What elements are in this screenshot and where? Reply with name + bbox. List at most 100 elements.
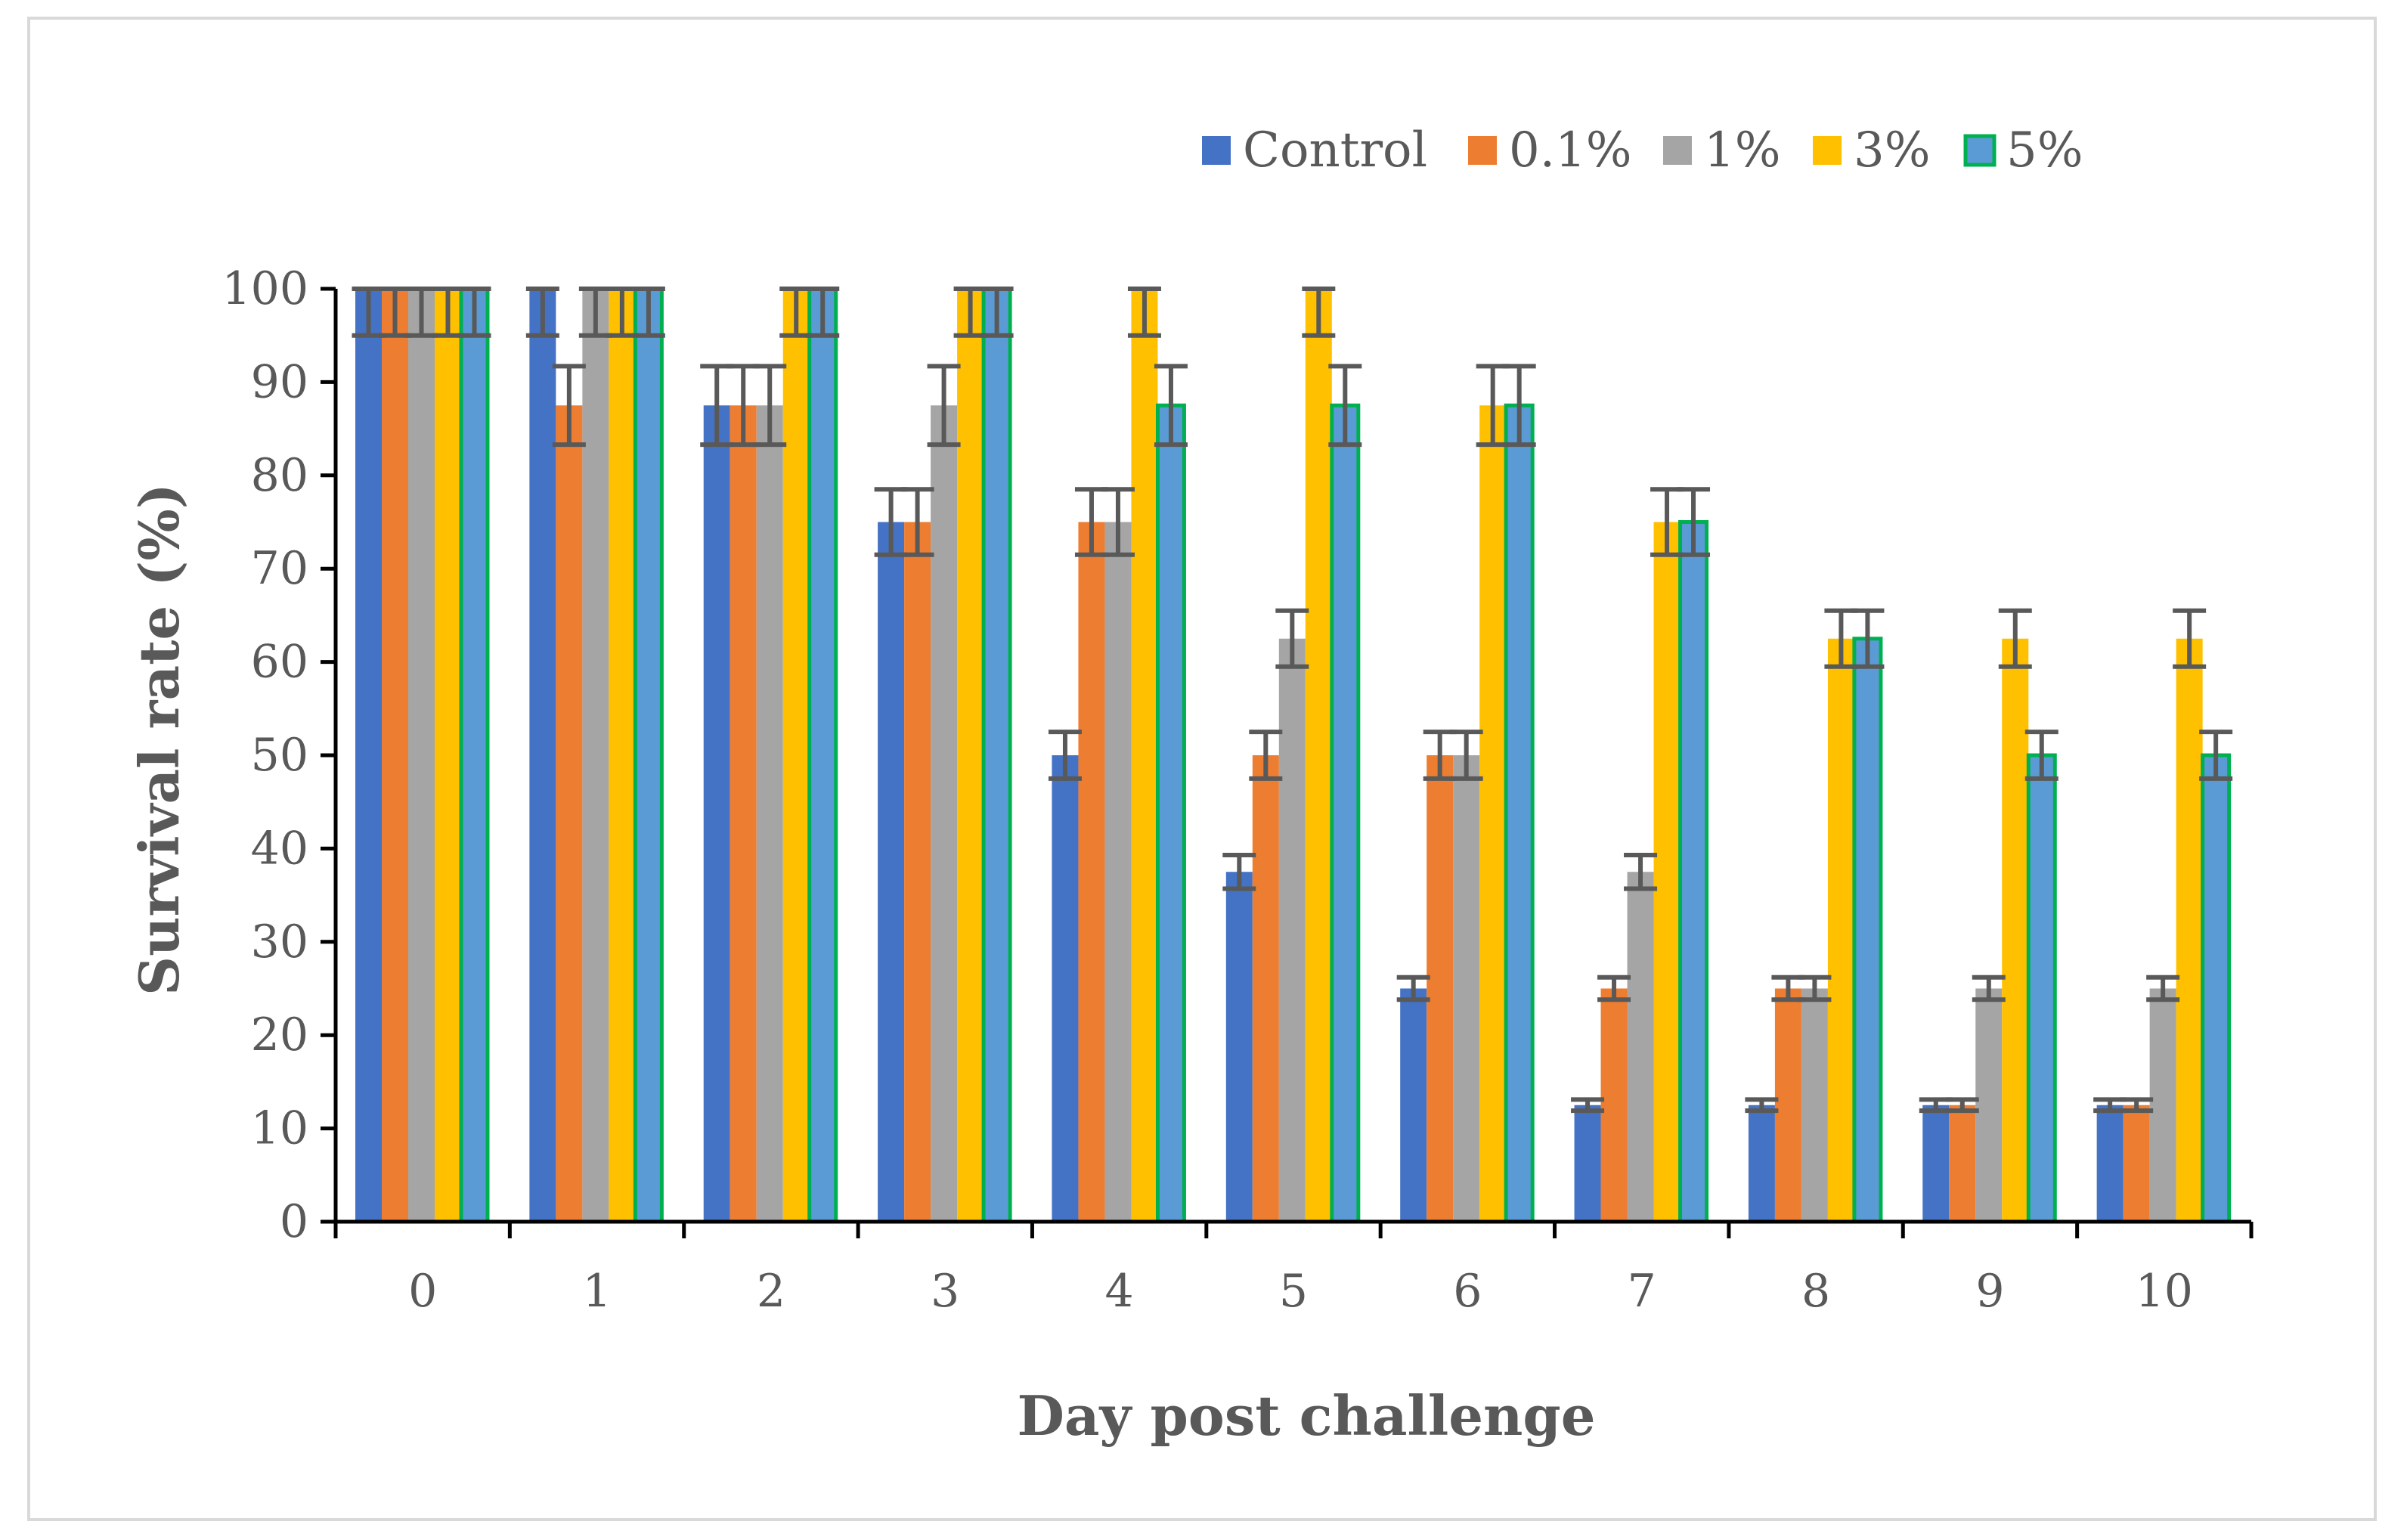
bar-0_1pct-day-5 — [1252, 755, 1279, 1222]
bar-1pct-day-10 — [2149, 988, 2176, 1222]
bar-control-day-2 — [703, 405, 730, 1222]
error-bar-1pct-day-6 — [1449, 730, 1483, 781]
y-tick-label-10: 10 — [251, 1102, 308, 1155]
bar-3pct-day-4 — [1131, 289, 1158, 1222]
x-tick-label-4: 4 — [1105, 1265, 1134, 1318]
bar-5pct-day-3 — [981, 287, 1012, 1224]
bar-control-day-8 — [1748, 1105, 1775, 1222]
axes-layer — [321, 287, 2254, 1238]
legend-item-3pct: 3% — [1813, 122, 1931, 178]
legend-label: 0.1% — [1509, 122, 1632, 178]
error-bar-5pct-day-6 — [1502, 364, 1536, 448]
legend-label: 1% — [1704, 122, 1781, 178]
bar-control-day-5 — [1225, 872, 1253, 1222]
x-tick-label-9: 9 — [1975, 1265, 2004, 1318]
error-bar-3pct-day-9 — [1998, 608, 2032, 669]
y-tick-label-80: 80 — [251, 449, 308, 502]
bar-control-day-4 — [1052, 755, 1079, 1222]
error-bar-control-day-5 — [1222, 853, 1256, 891]
y-tick-label-70: 70 — [251, 542, 308, 595]
y-tick-label-90: 90 — [251, 355, 308, 408]
x-tick-label-2: 2 — [757, 1265, 785, 1318]
bar-5pct-day-6 — [1504, 403, 1535, 1224]
bar-5pct-day-2 — [807, 287, 838, 1224]
error-bar-control-day-4 — [1048, 730, 1082, 781]
error-bar-0_1pct-day-1 — [552, 364, 586, 448]
bar-1pct-day-7 — [1627, 872, 1654, 1222]
tick-labels-layer: 0 10 20 30 40 50 60 70 80 90 100 0 1 2 3 4 5 6 7 8 9 10 — [221, 262, 2193, 1318]
bars-layer — [355, 287, 2232, 1224]
error-bar-control-day-8 — [1745, 1097, 1779, 1114]
bar-3pct-day-0 — [435, 289, 461, 1222]
legend-label: 5% — [2006, 122, 2083, 178]
y-tick-label-0: 0 — [280, 1195, 308, 1248]
y-tick-label-30: 30 — [251, 916, 308, 968]
error-bar-5pct-day-8 — [1851, 608, 1885, 669]
error-bar-1pct-day-9 — [1972, 975, 2006, 1002]
error-bar-3pct-day-5 — [1302, 287, 1336, 338]
bar-control-day-7 — [1574, 1105, 1601, 1222]
x-tick-label-8: 8 — [1801, 1265, 1830, 1318]
bar-3pct-day-7 — [1653, 522, 1681, 1222]
x-axis-title: Day post challenge — [1017, 1384, 1595, 1448]
error-bar-1pct-day-7 — [1624, 853, 1658, 891]
x-tick-label-1: 1 — [582, 1265, 611, 1318]
error-bar-5pct-day-10 — [2199, 730, 2233, 781]
error-bar-0_1pct-day-3 — [900, 487, 934, 557]
bar-5pct-day-10 — [2201, 753, 2232, 1224]
legend-swatch — [1468, 136, 1497, 165]
bar-control-day-0 — [355, 289, 382, 1222]
bar-1pct-day-3 — [931, 405, 958, 1222]
y-tick-label-20: 20 — [251, 1009, 308, 1061]
bar-1pct-day-6 — [1453, 755, 1480, 1222]
error-bars-layer — [352, 287, 2233, 1114]
error-bar-control-day-1 — [525, 287, 559, 338]
error-bar-5pct-day-9 — [2024, 730, 2058, 781]
bar-0_1pct-day-6 — [1427, 755, 1454, 1222]
legend-swatch — [1813, 136, 1842, 165]
chart-frame: 0 10 20 30 40 50 60 70 80 90 100 0 1 2 3 4 5 6 7 8 9 10 Contr… — [27, 17, 2377, 1521]
bar-5pct-day-9 — [2026, 753, 2057, 1224]
bar-3pct-day-5 — [1305, 289, 1332, 1222]
y-tick-label-40: 40 — [251, 822, 308, 875]
bar-0_1pct-day-8 — [1774, 988, 1801, 1222]
error-bar-5pct-day-0 — [457, 287, 491, 338]
x-tick-label-7: 7 — [1628, 1265, 1656, 1318]
error-bar-5pct-day-7 — [1677, 487, 1711, 557]
bar-5pct-day-8 — [1852, 637, 1883, 1224]
error-bar-3pct-day-10 — [2173, 608, 2207, 669]
legend-swatch — [1202, 136, 1231, 165]
bar-0_1pct-day-7 — [1600, 988, 1628, 1222]
bar-3pct-day-3 — [957, 289, 984, 1222]
error-bar-0_1pct-day-5 — [1249, 730, 1283, 781]
bar-0_1pct-day-0 — [382, 289, 408, 1222]
legend-item-0_1pct: 0.1% — [1468, 122, 1632, 178]
bar-0_1pct-day-2 — [730, 405, 757, 1222]
bar-0_1pct-day-1 — [556, 405, 583, 1222]
x-tick-label-3: 3 — [931, 1265, 959, 1318]
error-bar-0_1pct-day-7 — [1597, 975, 1631, 1002]
bar-1pct-day-2 — [756, 405, 783, 1222]
legend-label: Control — [1243, 122, 1427, 178]
error-bar-1pct-day-10 — [2146, 975, 2180, 1002]
bar-3pct-day-2 — [782, 289, 810, 1222]
bar-control-day-9 — [1922, 1105, 1950, 1222]
bar-1pct-day-4 — [1104, 522, 1132, 1222]
x-tick-label-6: 6 — [1453, 1265, 1482, 1318]
bar-0_1pct-day-3 — [904, 522, 931, 1222]
bar-1pct-day-9 — [1975, 988, 2003, 1222]
bar-control-day-6 — [1400, 988, 1427, 1222]
bar-5pct-day-1 — [633, 287, 664, 1224]
bar-3pct-day-10 — [2176, 638, 2203, 1222]
bar-5pct-day-0 — [459, 287, 490, 1224]
error-bar-5pct-day-5 — [1328, 364, 1362, 448]
bar-1pct-day-0 — [408, 289, 435, 1222]
bar-3pct-day-6 — [1479, 405, 1507, 1222]
bar-3pct-day-8 — [1827, 638, 1854, 1222]
bar-control-day-10 — [2096, 1105, 2124, 1222]
y-axis-title: Survival rate (%) — [127, 483, 191, 996]
error-bar-5pct-day-1 — [631, 287, 665, 338]
legend-swatch — [1963, 134, 1997, 167]
error-bar-0_1pct-day-9 — [1945, 1097, 1979, 1114]
y-tick-label-60: 60 — [251, 636, 308, 689]
